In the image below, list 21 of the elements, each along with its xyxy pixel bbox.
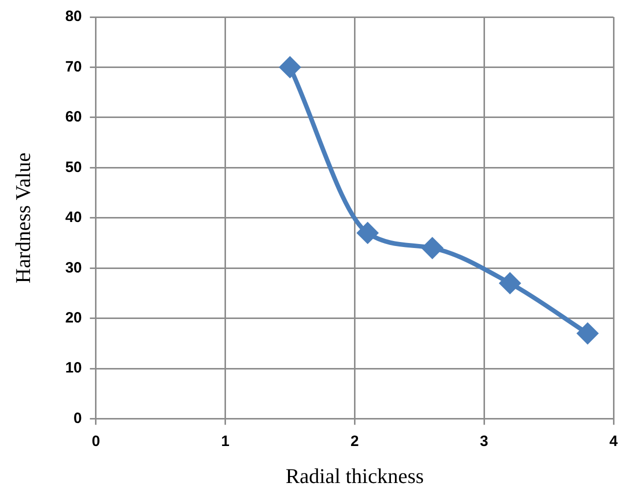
y-tick-label: 30 [65,259,82,276]
point [577,323,598,344]
y-tick-label: 20 [65,309,82,326]
point [280,56,300,78]
x-tick-label: 3 [480,432,488,450]
x-tick-label: 1 [221,432,230,450]
y-tick-label: 80 [65,8,82,26]
x-tick-label: 2 [350,432,359,450]
y-tick-label: 40 [65,209,82,226]
x-axis-title: Radial thickness [286,464,424,488]
y-tick-label: 60 [65,108,82,126]
y-tick-label: 50 [65,158,82,176]
x-tick-label: 0 [92,432,100,450]
y-tick-label: 70 [65,58,82,76]
point [357,222,378,244]
x-tick-label: 4 [609,432,618,450]
y-axis-title: Hardness Value [11,152,36,284]
point [422,238,443,258]
y-tick-label: 0 [74,410,82,427]
y-tick-label: 10 [65,360,82,377]
point [500,272,520,294]
